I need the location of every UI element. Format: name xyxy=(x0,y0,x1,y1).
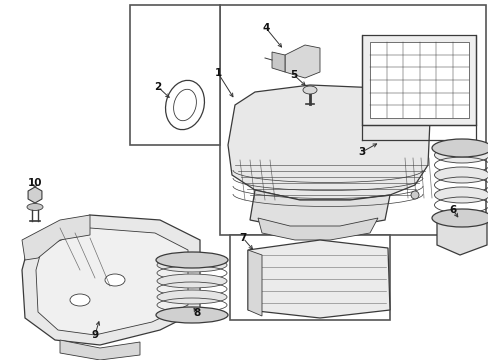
Polygon shape xyxy=(361,35,475,125)
Polygon shape xyxy=(60,340,140,360)
Polygon shape xyxy=(247,240,389,318)
Ellipse shape xyxy=(157,258,226,272)
Ellipse shape xyxy=(431,209,488,227)
Ellipse shape xyxy=(27,203,43,211)
Text: 1: 1 xyxy=(214,68,221,78)
Polygon shape xyxy=(285,45,319,78)
Polygon shape xyxy=(369,42,468,118)
Polygon shape xyxy=(436,218,486,255)
Polygon shape xyxy=(227,85,429,200)
Ellipse shape xyxy=(434,167,488,183)
Text: 6: 6 xyxy=(448,205,456,215)
Circle shape xyxy=(410,191,418,199)
Ellipse shape xyxy=(434,187,488,203)
Polygon shape xyxy=(258,218,377,240)
Bar xyxy=(220,5,485,235)
Text: 2: 2 xyxy=(154,82,162,92)
Ellipse shape xyxy=(157,290,226,304)
Ellipse shape xyxy=(105,274,125,286)
Ellipse shape xyxy=(303,86,316,94)
Text: 7: 7 xyxy=(239,233,246,243)
Polygon shape xyxy=(249,190,389,228)
Ellipse shape xyxy=(156,252,227,268)
Ellipse shape xyxy=(431,139,488,157)
Polygon shape xyxy=(271,52,285,72)
Polygon shape xyxy=(22,215,90,260)
Text: 5: 5 xyxy=(290,70,297,80)
Ellipse shape xyxy=(157,274,226,288)
Bar xyxy=(130,5,220,145)
Text: 10: 10 xyxy=(28,178,42,188)
Ellipse shape xyxy=(70,294,90,306)
Ellipse shape xyxy=(156,307,227,323)
Text: 9: 9 xyxy=(91,330,99,340)
Text: 3: 3 xyxy=(358,147,365,157)
Polygon shape xyxy=(22,215,200,345)
Polygon shape xyxy=(36,228,187,335)
Ellipse shape xyxy=(434,147,488,163)
Polygon shape xyxy=(28,187,42,203)
Polygon shape xyxy=(247,250,262,316)
Bar xyxy=(229,235,389,320)
Text: 4: 4 xyxy=(262,23,269,33)
Text: 8: 8 xyxy=(193,308,200,318)
